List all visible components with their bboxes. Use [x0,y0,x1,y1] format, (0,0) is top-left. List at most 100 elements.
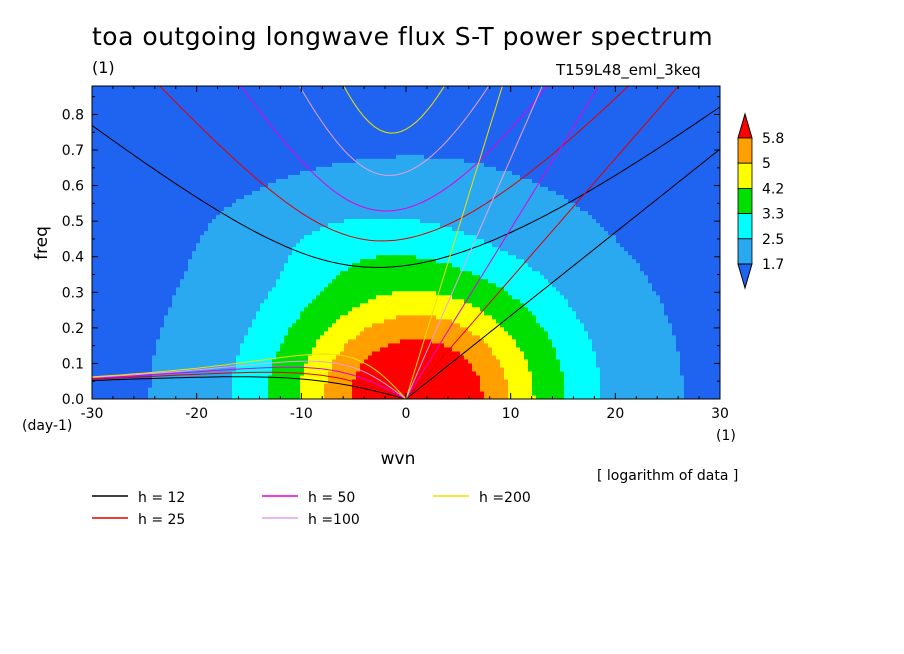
heat-cell [548,354,553,360]
heat-cell [516,286,521,292]
heat-cell [520,358,525,364]
heat-cell [408,354,413,360]
heat-cell [396,274,401,280]
heat-cell [156,350,161,356]
heat-cell [480,306,485,312]
heat-cell [164,278,169,284]
heat-cell [312,270,317,276]
heat-cell [616,382,621,388]
heat-cell [144,374,149,380]
heat-cell [496,350,501,356]
heat-cell [476,314,481,320]
heat-cell [568,314,573,320]
heat-cell [156,278,161,284]
heat-cell [188,270,193,276]
heat-cell [644,326,649,332]
heat-cell [204,394,209,399]
heat-cell [480,370,485,376]
heat-cell [100,274,105,280]
heat-cell [316,274,321,280]
heat-cell [108,382,113,388]
heat-cell [144,382,149,388]
heat-cell [136,386,141,392]
heat-cell [700,382,705,388]
heat-cell [112,330,117,336]
heat-cell [288,282,293,288]
heat-cell [560,294,565,300]
heat-cell [320,374,325,380]
heat-cell [164,314,169,320]
heat-cell [344,290,349,296]
heat-cell [444,318,449,324]
heat-cell [164,378,169,384]
heat-cell [464,322,469,328]
heat-cell [536,310,541,316]
heat-cell [592,322,597,328]
heat-cell [436,294,441,300]
heat-cell [584,290,589,296]
heat-cell [368,290,373,296]
heat-cell [160,374,165,380]
heat-cell [280,318,285,324]
heat-cell [540,370,545,376]
heat-cell [672,298,677,304]
heat-cell [328,314,333,320]
heat-cell [320,270,325,276]
heat-cell [704,370,709,376]
heat-cell [676,306,681,312]
heat-cell [568,282,573,288]
heat-cell [460,326,465,332]
heat-cell [684,370,689,376]
heat-cell [252,330,257,336]
heat-cell [556,278,561,284]
heat-cell [92,386,97,392]
heat-cell [424,290,429,296]
heat-cell [528,386,533,392]
heat-cell [416,350,421,356]
heat-cell [456,342,461,348]
heat-cell [656,278,661,284]
heat-cell [708,378,713,384]
heat-cell [100,294,105,300]
heat-cell [204,362,209,368]
heat-cell [320,278,325,284]
heat-cell [544,334,549,340]
heat-cell [708,366,713,372]
heat-cell [460,282,465,288]
heat-cell [236,386,241,392]
heat-cell [624,322,629,328]
heat-cell [508,286,513,292]
heat-cell [404,378,409,384]
heat-cell [656,354,661,360]
heat-cell [680,346,685,352]
heat-cell [660,294,665,300]
heat-cell [424,286,429,292]
heat-cell [504,326,509,332]
heat-cell [132,274,137,280]
heat-cell [288,302,293,308]
heat-cell [464,342,469,348]
heat-cell [356,270,361,276]
heat-cell [152,354,157,360]
heat-cell [220,330,225,336]
heat-cell [304,334,309,340]
heat-cell [136,306,141,312]
heat-cell [260,274,265,280]
heat-cell [608,322,613,328]
heat-cell [164,350,169,356]
heat-cell [396,318,401,324]
heat-cell [212,386,217,392]
heat-cell [468,354,473,360]
heat-cell [552,286,557,292]
heat-cell [576,270,581,276]
heat-cell [400,374,405,380]
heat-cell [492,366,497,372]
heat-cell [644,274,649,280]
heat-cell [360,286,365,292]
heat-cell [544,382,549,388]
heat-cell [556,322,561,328]
heat-cell [116,362,121,368]
heat-cell [476,294,481,300]
heat-cell [500,310,505,316]
heat-cell [224,274,229,280]
